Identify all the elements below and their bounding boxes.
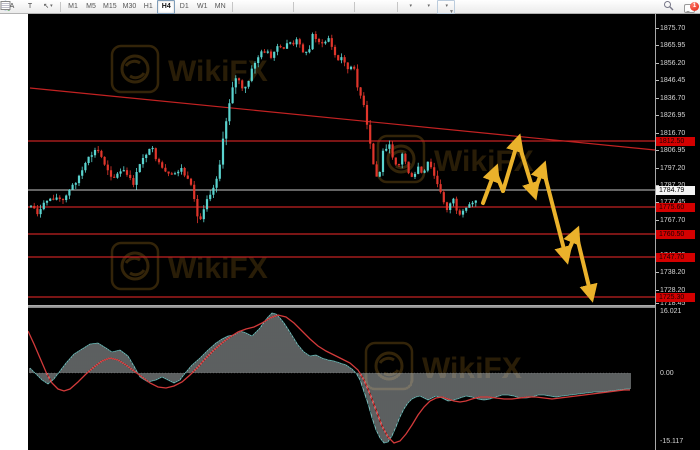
axis-tick (656, 272, 659, 273)
template-icon (0, 1, 11, 10)
axis-tick (656, 290, 659, 291)
axis-tick (656, 133, 659, 134)
tile-windows-button[interactable] (1, 0, 351, 14)
price-axis-label: 1738.20 (660, 269, 686, 276)
price-axis-label: 1846.45 (660, 77, 686, 84)
price-axis-label: 1797.20 (660, 165, 686, 172)
template-button[interactable]: ▾ (0, 0, 456, 14)
axis-tick (656, 185, 659, 186)
zoom-in-button[interactable] (1, 0, 315, 14)
chart-candles-button[interactable] (2, 0, 272, 14)
axis-tick (656, 168, 659, 169)
toolbar-separator (354, 1, 356, 12)
pane-separator[interactable] (28, 305, 700, 308)
timeframe-h1-button[interactable]: H1 (143, 3, 153, 10)
toolbar-separator (60, 1, 61, 12)
price-axis[interactable]: 1875.70 1865.95 1856.20 1846.45 1836.70 1826.… (655, 14, 700, 450)
toolbar-separator (397, 1, 399, 12)
timeframe-d1-button[interactable]: D1 (179, 3, 189, 10)
price-axis-label: 1728.20 (660, 287, 686, 294)
price-axis-label: 1787.20 (660, 182, 685, 189)
axis-tick (656, 115, 659, 116)
price-axis-label: 1777.45 (660, 199, 685, 206)
timeframe-mn-button[interactable]: MN (214, 3, 226, 10)
price-axis-label: 1806.95 (660, 147, 686, 154)
chevron-down-icon: ▾ (409, 3, 412, 9)
price-axis-label: 1718.45 (660, 300, 686, 307)
timeframe-m1-button[interactable]: M1 (68, 3, 78, 10)
chart-bars-button[interactable] (1, 0, 254, 14)
toolbar: A T ↖ ▾ M1 M5 M15 M30 H1 H4 D1 W1 MN ▾ ▾ ▾ 1 (0, 0, 700, 14)
oscillator-indicator (27, 312, 631, 444)
axis-tick (656, 80, 659, 81)
price-level-tag: 1725.30 (656, 293, 695, 302)
timeframe-m5-button[interactable]: M5 (86, 3, 96, 10)
toolbar-splitter-handle[interactable]: ▼ (449, 9, 454, 15)
indicator-axis-label: -15.117 (660, 438, 684, 445)
support-resistance-lines[interactable] (28, 87, 656, 298)
add-indicator-button[interactable]: ▾ (0, 0, 419, 14)
indicator-axis-label: 0.00 (660, 370, 674, 377)
search-button[interactable] (663, 0, 681, 14)
price-axis-label: 1836.70 (660, 95, 686, 102)
axis-tick (656, 98, 659, 99)
chevron-down-icon: ▾ (427, 3, 430, 9)
indicator-window-button[interactable] (0, 0, 376, 14)
indicator-list-button[interactable] (0, 0, 394, 14)
draw-tool-button[interactable]: ↖ ▾ (43, 3, 53, 10)
search-icon (664, 1, 674, 11)
chevron-down-icon: ▾ (445, 3, 448, 9)
forecast-zigzag-arrows[interactable] (481, 133, 598, 303)
notification-badge: 1 (690, 1, 699, 11)
timeframe-w1-button[interactable]: W1 (197, 3, 208, 10)
price-axis-label: 1865.95 (660, 42, 686, 49)
price-axis-label: 1856.20 (660, 60, 686, 67)
price-axis-label: 1826.95 (660, 112, 686, 119)
timeframe-m30-button[interactable]: M30 (122, 3, 137, 10)
axis-tick (656, 28, 659, 29)
price-level-tag: 1760.50 (656, 230, 695, 239)
toolbar-separator (293, 1, 295, 12)
candlesticks (29, 31, 477, 224)
price-level-tag: 1812.50 (656, 137, 695, 146)
text-tool-button[interactable]: T (27, 3, 33, 10)
cursor-tool-button[interactable]: A (9, 3, 15, 10)
axis-tick (656, 150, 659, 151)
price-level-tag: 1747.70 (656, 253, 695, 262)
axis-tick (656, 220, 659, 221)
bid-price-tag: 1784.79 (656, 186, 695, 195)
timeframe-h4-button[interactable]: H4 (157, 0, 176, 14)
chevron-down-icon: ▾ (50, 3, 53, 9)
price-axis-label: 1816.70 (660, 130, 686, 137)
toolbar-right-group: 1 (663, 0, 699, 14)
clock-button[interactable]: ▾ (0, 0, 437, 14)
zoom-out-button[interactable] (1, 0, 333, 14)
indicator-axis-label: 16.021 (660, 308, 682, 315)
timeframe-m15-button[interactable]: M15 (103, 3, 117, 10)
price-axis-label: 1875.70 (660, 25, 686, 32)
axis-tick (656, 45, 659, 46)
axis-tick (656, 202, 659, 203)
price-axis-label: 1767.70 (660, 217, 686, 224)
price-level-tag: 1775.60 (656, 203, 695, 212)
axis-tick (656, 303, 659, 304)
toolbar-separator (232, 1, 234, 12)
axis-tick (656, 63, 659, 64)
notifications-button[interactable]: 1 (684, 1, 699, 13)
left-margin-strip (0, 14, 28, 450)
chart-line-button[interactable] (0, 0, 290, 14)
